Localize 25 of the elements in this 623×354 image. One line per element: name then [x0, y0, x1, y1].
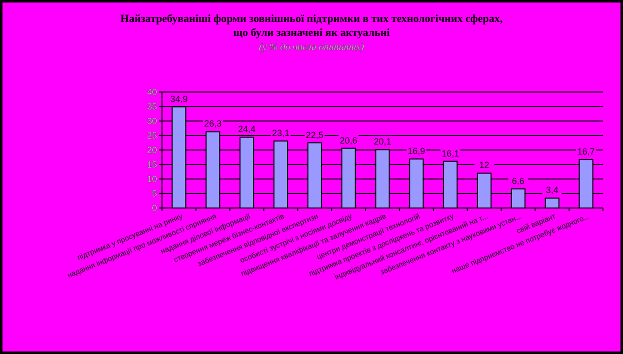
data-label: 23,1 — [272, 128, 290, 138]
y-tick-label: 25 — [146, 130, 157, 140]
data-label: 24,4 — [238, 124, 256, 134]
y-tick-label: 0 — [152, 203, 157, 213]
data-label: 20,1 — [374, 136, 392, 147]
data-label: 12 — [479, 160, 490, 170]
y-tick-label: 10 — [146, 174, 157, 184]
data-label: 16,7 — [577, 146, 595, 157]
data-label: 16,1 — [442, 148, 460, 158]
chart-title: Найзатребуваніші форми зовнішньої підтримки в тих технологічних сферах, що були зазначені як актуальні — [120, 13, 503, 39]
data-label: 34,9 — [170, 94, 188, 104]
data-label: 20,6 — [340, 135, 358, 146]
data-label: 16,9 — [408, 146, 426, 156]
y-tick-label: 15 — [146, 160, 157, 170]
y-tick-label: 40 — [146, 87, 157, 97]
bar — [544, 198, 560, 208]
y-tick-label: 30 — [146, 116, 157, 126]
chart-subtitle: (у % до числа опитаних) — [259, 42, 365, 53]
y-tick-label: 20 — [146, 145, 157, 155]
data-label: 6,6 — [512, 176, 524, 186]
data-label: 26,3 — [204, 118, 222, 129]
data-label: 3,4 — [546, 185, 558, 196]
data-label: 22,5 — [306, 130, 324, 140]
y-tick-label: 35 — [146, 102, 157, 112]
y-tick-label: 5 — [152, 188, 157, 198]
